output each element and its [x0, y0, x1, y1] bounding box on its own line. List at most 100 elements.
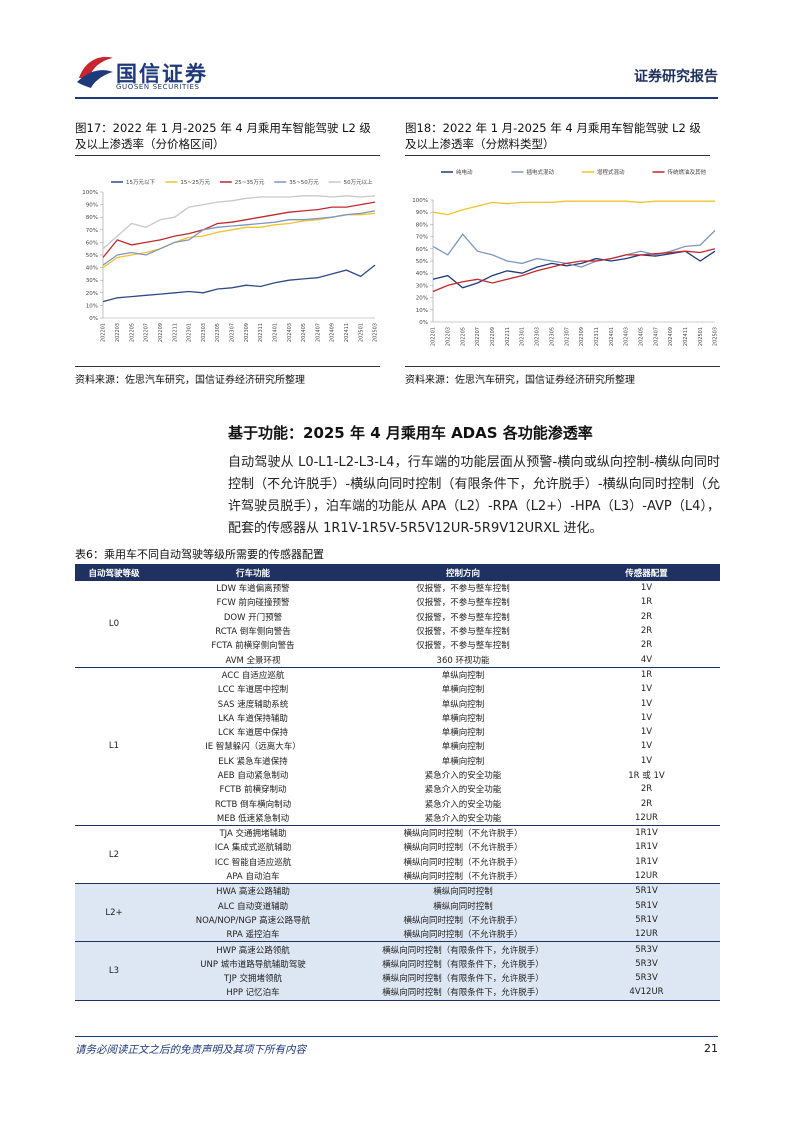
table-cell: 360 环视功能	[436, 655, 490, 666]
table-cell: HWA 高速公路辅助	[153, 883, 353, 899]
table-row: DOW 开门预警 仅报警，不参与整车控制 2R	[75, 610, 720, 624]
table-cell: RCTB 倒车横向制动	[214, 799, 292, 810]
x-tick-label: 202401	[609, 327, 615, 346]
x-tick-label: 202401	[272, 323, 278, 342]
table-cell: 1V	[640, 741, 653, 752]
header-rule	[75, 97, 718, 99]
table-row: HPP 记忆泊车 横纵向同时控制（有限条件下，允许脱手） 4V12UR	[75, 985, 720, 1001]
x-tick-label: 202311	[594, 327, 600, 346]
table-cell: DOW 开门预警	[223, 612, 283, 623]
table-cell: 横纵向同时控制（不允许脱手）	[403, 872, 523, 883]
table-cell: ICC 智能自适应巡航	[214, 857, 292, 868]
table-cell: TJP 交拥堵领航	[153, 971, 353, 986]
table-cell: FCTB 前横穿制动	[219, 785, 287, 796]
x-tick-label: 202207	[144, 323, 150, 342]
table-cell: 2R	[640, 640, 653, 651]
table-cell: 5R1V	[573, 912, 720, 928]
table-cell: 2R	[640, 784, 653, 795]
legend-label: 25~35万元	[235, 179, 265, 186]
legend-label: 插电式混动	[527, 168, 555, 176]
table-cell: 1V	[640, 712, 653, 723]
table-cell: APA 自动泊车	[226, 872, 280, 883]
x-tick-label: 202411	[344, 323, 350, 342]
table-cell: AEB 自动紧急制动	[217, 771, 289, 781]
table-cell: 紧急介入的安全功能	[424, 799, 502, 810]
footer-rule	[75, 1036, 718, 1037]
y-tick-label: 60%	[86, 240, 98, 246]
table-cell: TJA 交通拥堵辅助	[153, 825, 353, 841]
table-cell: FCW 前向碰撞预警	[216, 598, 290, 609]
series-line	[102, 264, 376, 303]
table-cell: 2R	[640, 798, 653, 809]
figure-source: 资料来源：佐思汽车研究，国信证券经济研究所整理	[405, 366, 720, 386]
table-cell: 横纵向同时控制（有限条件下，允许脱手）	[353, 956, 573, 972]
table-cell: LDW 车道偏离预警	[216, 584, 290, 595]
x-tick-label: 202201	[431, 327, 437, 346]
table-cell: 单横向控制	[441, 685, 485, 696]
table-row: NOA/NOP/NGP 高速公路导航 横纵向同时控制（不允许脱手） 5R1V	[75, 912, 720, 928]
table-cell: 横纵向同时控制（有限条件下，允许脱手）	[353, 985, 573, 1001]
table-cell: 4V12UR	[573, 985, 720, 1001]
figure-caption: 图18：2022 年 1 月-2025 年 4 月乘用车智能驾驶 L2 级及以上…	[405, 120, 710, 156]
table-cell: 横纵向同时控制	[353, 883, 573, 899]
x-tick-label: 202211	[172, 323, 178, 342]
column-header: 控制方向	[353, 564, 573, 581]
table-row: ICC 智能自适应巡航 横纵向同时控制（不允许脱手） 1R1V	[75, 855, 720, 869]
x-tick-label: 202403	[624, 327, 630, 346]
series-line	[102, 210, 376, 266]
table-cell: HWP 高速公路领航	[153, 941, 353, 957]
x-tick-label: 202405	[638, 327, 644, 346]
y-tick-label: 10%	[416, 308, 428, 314]
table-cell: 单横向控制	[441, 756, 485, 767]
table-cell: 单横向控制	[441, 728, 485, 739]
x-tick-label: 202403	[287, 323, 293, 342]
table-row: UNP 城市道路导航辅助驾驶 横纵向同时控制（有限条件下，允许脱手） 5R3V	[75, 956, 720, 972]
y-tick-label: 20%	[86, 291, 98, 297]
table-cell: 12UR	[635, 871, 658, 882]
y-tick-label: 40%	[416, 271, 428, 277]
table-cell: 1V	[640, 698, 653, 709]
table-row: L0 LDW 车道偏离预警 仅报警，不参与整车控制 1V	[75, 581, 720, 629]
x-tick-label: 202307	[564, 327, 570, 346]
x-tick-label: 202501	[698, 327, 704, 346]
table-cell: 紧急介入的安全功能	[424, 771, 502, 781]
table-cell: 1R	[573, 666, 720, 683]
x-tick-label: 202411	[683, 327, 689, 346]
table-cell: 1V	[640, 727, 653, 738]
x-tick-label: 202209	[490, 327, 496, 346]
level-cell: L3	[75, 941, 153, 1001]
y-tick-label: 10%	[86, 303, 98, 309]
table-cell: 2R	[640, 626, 653, 637]
table-cell: LCC 车道居中控制	[217, 685, 289, 696]
x-tick-label: 202305	[215, 323, 221, 342]
table-row: AVM 全景环视 360 环视功能 4V	[75, 652, 720, 667]
x-tick-label: 202209	[158, 323, 164, 342]
table-cell: 仅报警，不参与整车控制	[416, 584, 510, 595]
x-tick-label: 202303	[201, 323, 207, 342]
table-cell: RPA 遥控泊车	[153, 927, 353, 942]
x-tick-label: 202201	[101, 323, 107, 342]
table-cell: 仅报警，不参与整车控制	[416, 641, 510, 652]
table-cell: 仅报警，不参与整车控制	[416, 627, 510, 638]
table-cell: 横纵向同时控制（不允许脱手）	[353, 825, 573, 841]
y-tick-label: 90%	[86, 203, 98, 209]
legend-label: 传统燃油及其他	[668, 168, 707, 176]
table-row: TJP 交拥堵领航 横纵向同时控制（有限条件下，允许脱手） 5R3V	[75, 971, 720, 986]
section-title: 基于功能：2025 年 4 月乘用车 ADAS 各功能渗透率	[228, 424, 593, 442]
table-row: RCTA 倒车侧向警告 仅报警，不参与整车控制 2R	[75, 624, 720, 638]
table-cell: UNP 城市道路导航辅助驾驶	[153, 956, 353, 972]
x-tick-label: 202405	[301, 323, 307, 342]
x-tick-label: 202301	[520, 327, 526, 346]
series-line	[432, 248, 716, 293]
table-row: LCC 车道居中控制 单横向控制 1V	[75, 682, 720, 696]
table-cell: 5R3V	[573, 941, 720, 957]
table-row: RCTB 倒车横向制动 紧急介入的安全功能 2R	[75, 796, 720, 810]
table-cell: ICA 集成式巡航辅助	[214, 843, 292, 854]
table-row: L2 TJA 交通拥堵辅助 横纵向同时控制（不允许脱手） 1R1V	[75, 825, 720, 884]
y-tick-label: 20%	[416, 296, 428, 302]
brand-en: GUOSEN SECURITIES	[116, 83, 200, 91]
table-cell: 1R1V	[573, 825, 720, 841]
disclaimer: 请务必阅读正文之后的免责声明及其项下所有内容	[75, 1044, 306, 1056]
y-tick-label: 30%	[416, 283, 428, 289]
table-cell: 1V	[640, 684, 653, 695]
